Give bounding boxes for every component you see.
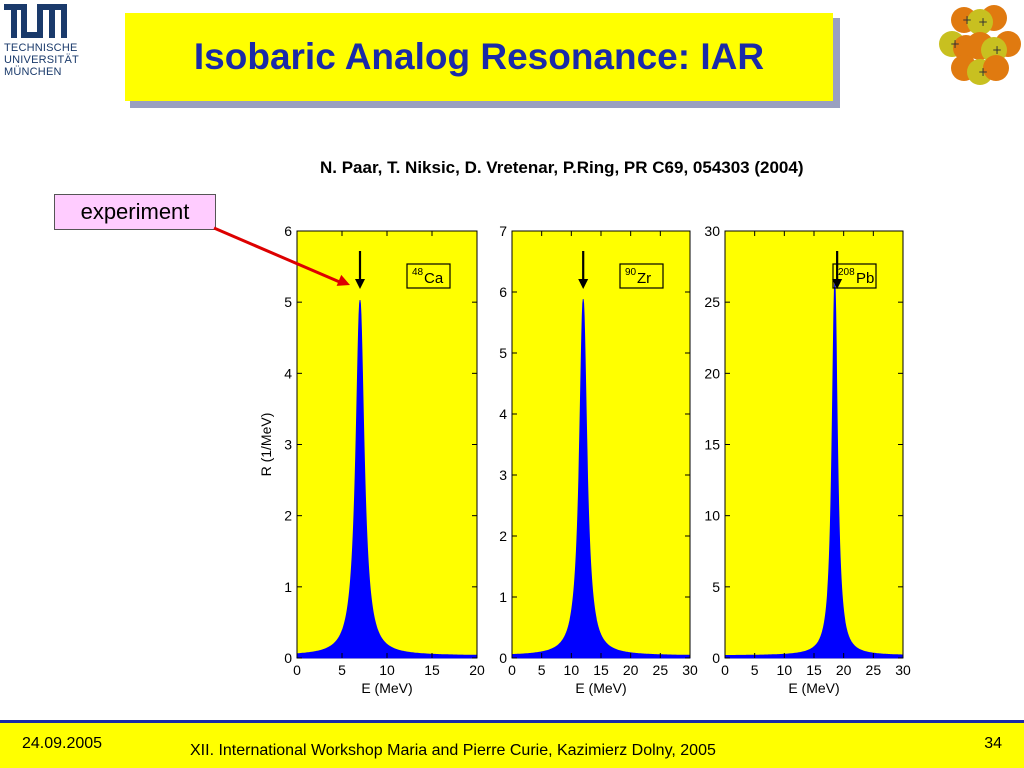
- x-tick-label: 0: [721, 662, 729, 678]
- experiment-pointer-line: [213, 226, 343, 285]
- x-tick-label: 20: [836, 662, 852, 678]
- x-tick-label: 5: [538, 662, 546, 678]
- footer-rule: [0, 720, 1024, 723]
- y-tick-label: 20: [704, 365, 720, 381]
- page-number: 34: [984, 735, 1002, 752]
- experiment-arrow-head: [355, 279, 365, 289]
- x-tick-label: 5: [751, 662, 759, 678]
- x-tick-label: 10: [379, 662, 395, 678]
- y-tick-label: 0: [499, 650, 507, 666]
- nucleus-mass-number: 90: [625, 267, 637, 278]
- footer-conference: XII. International Workshop Maria and Pi…: [190, 742, 716, 759]
- y-tick-label: 5: [712, 579, 720, 595]
- x-tick-label: 20: [623, 662, 639, 678]
- y-tick-label: 2: [284, 508, 292, 524]
- svg-text:+: +: [962, 13, 972, 27]
- nucleus-label-box: [619, 263, 664, 289]
- svg-text:+: +: [950, 37, 960, 51]
- resonance-peak: [296, 299, 478, 659]
- tum-logo-mark: [4, 4, 67, 38]
- experiment-arrow-head: [832, 279, 843, 289]
- experiment-pointer-head: [336, 274, 350, 286]
- plot-area: [511, 230, 691, 659]
- y-tick-label: 15: [704, 437, 720, 453]
- y-tick-label: 0: [712, 650, 720, 666]
- y-tick-label: 3: [499, 467, 507, 483]
- x-axis-label: E (MeV): [788, 680, 839, 696]
- footer: 24.09.2005 XII. International Workshop M…: [0, 720, 1024, 768]
- x-tick-label: 10: [564, 662, 580, 678]
- nucleus-mass-number: 48: [412, 267, 424, 278]
- x-tick-label: 20: [469, 662, 485, 678]
- x-tick-label: 30: [895, 662, 911, 678]
- tum-logo: TECHNISCHE UNIVERSITÄT MÜNCHEN: [4, 4, 84, 94]
- nucleus-symbol: Zr: [637, 270, 651, 287]
- footer-date: 24.09.2005: [22, 735, 103, 752]
- y-tick-label: 4: [499, 406, 507, 422]
- y-tick-label: 5: [284, 294, 292, 310]
- tum-logo-line-1: TECHNISCHE: [4, 42, 78, 54]
- x-tick-label: 30: [682, 662, 698, 678]
- nucleus-label-box: [406, 263, 451, 289]
- y-tick-label: 25: [704, 294, 720, 310]
- x-tick-label: 15: [424, 662, 440, 678]
- y-tick-label: 3: [284, 437, 292, 453]
- x-tick-label: 0: [508, 662, 516, 678]
- x-tick-label: 10: [777, 662, 793, 678]
- tum-logo-line-2: UNIVERSITÄT: [4, 54, 79, 66]
- title-box: Isobaric Analog Resonance: IAR: [125, 13, 833, 101]
- tum-logo-line-3: MÜNCHEN: [4, 66, 62, 78]
- y-tick-label: 1: [284, 579, 292, 595]
- x-tick-label: 25: [866, 662, 882, 678]
- citation: N. Paar, T. Niksic, D. Vretenar, P.Ring,…: [320, 158, 804, 177]
- y-tick-label: 4: [284, 365, 292, 381]
- experiment-arrow-head: [578, 279, 589, 289]
- svg-text:+: +: [978, 15, 988, 29]
- plot-area: [296, 230, 478, 659]
- y-tick-label: 0: [284, 650, 292, 666]
- y-tick-label: 2: [499, 528, 507, 544]
- y-tick-label: 7: [499, 223, 507, 239]
- y-axis-label: R (1/MeV): [258, 413, 274, 477]
- nucleus-mass-number: 208: [838, 267, 855, 278]
- x-axis-label: E (MeV): [575, 680, 626, 696]
- nucleus-label-box: [832, 263, 877, 289]
- svg-text:+: +: [992, 43, 1002, 57]
- nucleus-symbol: Pb: [856, 270, 874, 287]
- experiment-label: experiment: [54, 194, 216, 230]
- x-axis-label: E (MeV): [361, 680, 412, 696]
- resonance-peak: [511, 298, 691, 659]
- x-tick-label: 5: [338, 662, 346, 678]
- x-tick-label: 25: [653, 662, 669, 678]
- x-tick-label: 15: [806, 662, 822, 678]
- x-tick-label: 0: [293, 662, 301, 678]
- y-tick-label: 6: [499, 284, 507, 300]
- y-tick-label: 1: [499, 589, 507, 605]
- plot-area: [724, 230, 904, 659]
- x-tick-label: 15: [593, 662, 609, 678]
- nucleus-icon: + + + + +: [939, 5, 1021, 85]
- page-title: Isobaric Analog Resonance: IAR: [193, 36, 765, 77]
- nucleus-symbol: Ca: [424, 270, 444, 287]
- y-tick-label: 5: [499, 345, 507, 361]
- y-tick-label: 10: [704, 508, 720, 524]
- svg-text:+: +: [978, 65, 988, 79]
- y-tick-label: 6: [284, 223, 292, 239]
- y-tick-label: 30: [704, 223, 720, 239]
